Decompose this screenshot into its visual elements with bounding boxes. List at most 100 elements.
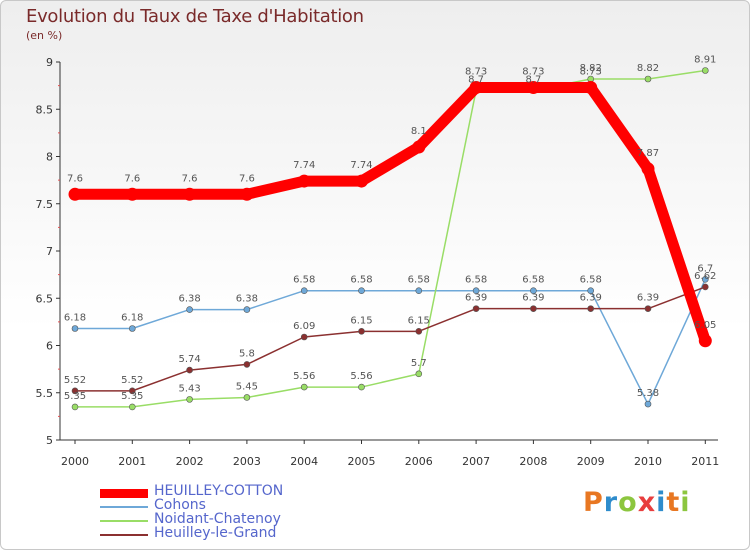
logo-letter: x	[637, 487, 657, 518]
data-label: 7.6	[239, 173, 255, 184]
legend-swatch	[100, 534, 148, 536]
legend-swatch	[100, 520, 148, 522]
data-label: 6.39	[522, 293, 544, 304]
series-heuilley-cotton	[68, 81, 712, 348]
x-tick-label: 2001	[118, 455, 146, 468]
x-tick-label: 2006	[405, 455, 433, 468]
data-point	[71, 387, 79, 395]
data-label: 6.58	[522, 275, 544, 286]
data-label: 6.15	[408, 315, 430, 326]
data-label: 6.39	[465, 293, 487, 304]
data-point	[530, 287, 537, 294]
data-label: 7.74	[293, 160, 315, 171]
y-tick-label: 9	[46, 56, 53, 69]
data-label: 6.58	[293, 275, 315, 286]
x-tick-label: 2007	[462, 455, 490, 468]
data-label: 5.35	[64, 391, 86, 402]
proxiti-logo: Proxiti	[583, 487, 691, 518]
data-point	[701, 283, 709, 291]
data-label: 8.82	[580, 63, 602, 74]
data-point	[68, 187, 82, 201]
data-label: 8.73	[580, 67, 602, 78]
data-point	[183, 187, 197, 201]
data-point	[584, 81, 598, 95]
data-label: 6.18	[64, 312, 86, 323]
data-point	[186, 396, 193, 403]
data-point	[243, 306, 251, 313]
series-line	[75, 279, 706, 405]
data-point	[71, 403, 79, 411]
data-point	[125, 187, 139, 201]
series-cohons	[71, 276, 709, 408]
data-point	[587, 287, 595, 294]
data-label: 8.82	[637, 63, 659, 74]
data-label: 5.45	[236, 381, 258, 392]
data-label: 6.38	[236, 294, 258, 305]
data-point	[358, 328, 365, 335]
data-point	[644, 75, 652, 83]
legend-label: Heuilley-le-Grand	[154, 525, 277, 541]
data-point	[186, 366, 193, 374]
data-label: 7.6	[67, 173, 83, 184]
data-point	[472, 305, 480, 312]
data-point	[358, 383, 365, 391]
data-point	[469, 81, 483, 95]
data-point	[526, 81, 540, 95]
data-label: 6.15	[350, 315, 372, 326]
data-point	[412, 140, 426, 154]
data-label: 5.52	[121, 375, 143, 386]
x-tick-label: 2002	[176, 455, 204, 468]
data-label: 8.73	[522, 67, 544, 78]
data-point	[129, 325, 136, 332]
data-point	[415, 287, 423, 294]
data-label: 5.7	[411, 358, 427, 369]
data-label: 5.56	[350, 371, 372, 382]
data-point	[644, 400, 652, 408]
x-tick-label: 2008	[519, 455, 547, 468]
data-label: 6.05	[694, 320, 716, 331]
series-line	[75, 69, 706, 408]
data-label: 5.35	[121, 391, 143, 402]
data-point	[587, 305, 595, 312]
data-label: 5.74	[178, 354, 200, 365]
data-label: 6.58	[465, 275, 487, 286]
y-tick-label: 6	[46, 340, 53, 353]
data-label: 5.52	[64, 375, 86, 386]
legend-label: HEUILLEY-COTTON	[154, 483, 284, 499]
y-tick-label: 8.5	[36, 103, 54, 116]
data-label: 7.74	[350, 160, 372, 171]
legend-label: Cohons	[154, 497, 206, 513]
data-point	[358, 287, 365, 294]
data-point	[415, 370, 423, 378]
data-point	[530, 305, 537, 312]
logo-letter: r	[603, 487, 619, 518]
x-tick-label: 2005	[348, 455, 376, 468]
data-label: 5.38	[637, 388, 659, 399]
data-point	[641, 162, 655, 176]
data-label: 6.58	[580, 275, 602, 286]
data-point	[300, 333, 308, 341]
data-point	[300, 383, 308, 391]
data-point	[415, 328, 423, 335]
logo-letter: i	[656, 487, 667, 518]
series-line	[75, 82, 711, 343]
data-point	[297, 174, 311, 188]
legend-swatch	[100, 506, 148, 508]
data-label: 6.7	[697, 263, 713, 274]
series-line	[75, 286, 706, 392]
data-point	[472, 287, 480, 294]
x-tick-label: 2009	[577, 455, 605, 468]
logo-letter: P	[583, 487, 604, 518]
data-label: 5.43	[178, 383, 200, 394]
logo-letter: o	[618, 487, 638, 518]
legend-swatch	[100, 489, 148, 498]
data-label: 8.73	[465, 67, 487, 78]
data-point	[701, 67, 709, 74]
y-tick-label: 7	[46, 245, 53, 258]
series-heuilley-le-grand	[71, 283, 709, 395]
chart-title: Evolution du Taux de Taxe d'Habitation	[26, 6, 364, 27]
data-label: 8.1	[411, 126, 427, 137]
y-tick-label: 5	[46, 434, 53, 447]
data-label: 6.39	[637, 293, 659, 304]
